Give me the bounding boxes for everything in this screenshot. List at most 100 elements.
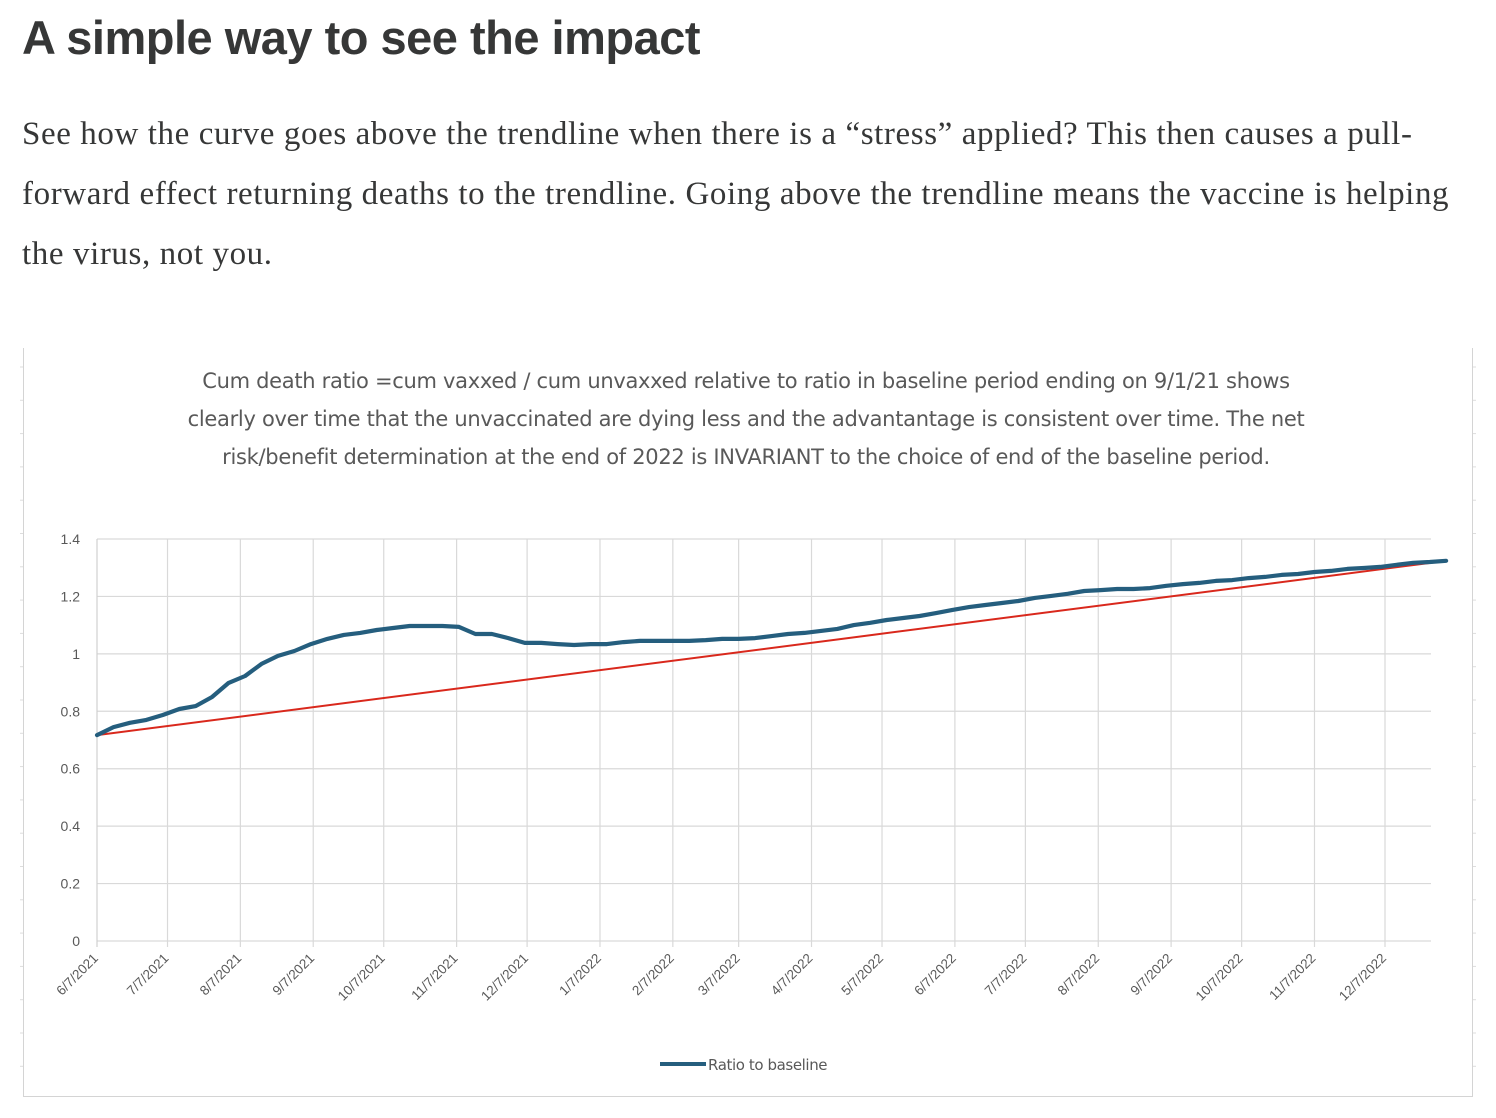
y-axis-tick-labels: 0 0.2 0.4 0.6 0.8 1 1.2 1.4 [61,531,81,949]
data-point [1182,583,1184,585]
data-point [425,625,427,627]
article-heading: A simple way to see the impact [22,11,701,64]
data-point [1165,585,1168,587]
data-point [737,638,740,640]
data-point [408,625,411,627]
x-tick-label: 10/7/2021 [335,951,388,1004]
data-point [1050,595,1052,597]
data-point [1083,590,1085,592]
y-tick-label: 1 [72,646,80,662]
data-point [1215,580,1217,582]
data-point [244,675,246,677]
data-point [820,630,822,632]
data-point [1396,564,1398,566]
data-point [145,719,148,721]
data-point [1034,597,1036,599]
data-point [359,632,362,634]
frame-ticks [20,366,1476,1067]
y-tick-label: 0.2 [61,876,81,892]
x-tick-label: 6/7/2022 [911,951,959,999]
data-point [606,643,608,645]
data-point [1412,562,1414,564]
data-point [885,619,888,621]
data-point [178,708,181,710]
data-point [639,640,641,642]
data-point [688,640,691,642]
data-point [1428,561,1431,563]
data-point [1346,568,1349,570]
data-point [1132,588,1135,590]
trendline [96,559,1447,737]
data-point [1198,582,1201,584]
chart-frame [23,348,1473,1097]
data-point [836,628,839,630]
data-point [803,632,806,634]
x-axis-tick-labels: 6/7/2021 7/7/2021 8/7/2021 9/7/2021 10/7/202… [53,951,1389,1004]
y-tick-label: 1.2 [61,588,81,604]
legend-label-ratio-to-baseline: Ratio to baseline [708,1056,827,1074]
series-layer [94,558,1449,738]
data-point [573,644,575,646]
data-point [1017,600,1020,602]
vertical-gridlines [96,539,1386,947]
data-point [524,642,526,644]
x-tick-label: 12/7/2021 [478,951,531,1004]
data-point [770,635,773,637]
data-point [1313,571,1316,573]
x-tick-label: 10/7/2022 [1193,951,1246,1004]
x-tick-label: 6/7/2021 [53,951,101,999]
data-point [1363,567,1365,569]
x-tick-label: 11/7/2021 [408,951,460,1003]
data-point [162,714,164,716]
y-tick-label: 1.4 [61,531,81,547]
chart-title: Cum death ratio =cum vaxxed / cum unvaxx… [187,369,1305,469]
data-point [1116,588,1118,590]
data-point [96,734,98,736]
x-tick-label: 9/7/2022 [1127,951,1175,999]
data-point [787,633,789,635]
y-tick-label: 0.4 [61,818,81,834]
data-point [1247,577,1250,579]
data-point [227,682,230,684]
data-point [458,626,460,628]
data-point [260,663,263,665]
data-point [853,624,855,626]
y-tick-label: 0.8 [61,703,81,719]
data-point [392,627,394,629]
data-point [343,634,345,636]
data-point [293,650,296,652]
data-point [1264,576,1266,578]
data-point [984,604,987,606]
data-point [1445,560,1447,562]
x-tick-label: 11/7/2022 [1266,951,1318,1003]
data-point [211,696,213,698]
x-tick-label: 7/7/2022 [982,951,1030,999]
x-tick-label: 8/7/2022 [1055,951,1103,999]
data-point [375,629,378,631]
data-point [277,655,279,657]
data-point [326,638,329,640]
data-point [1066,593,1069,595]
data-point [721,638,723,640]
data-point [935,612,937,614]
x-tick-label: 2/7/2022 [629,951,677,999]
data-point [951,609,954,611]
data-point [1231,579,1233,581]
data-point [1379,566,1382,568]
data-point [655,640,658,642]
data-point [704,639,707,641]
data-point [1330,570,1332,572]
data-point [918,615,921,617]
data-point [507,637,510,639]
data-point [902,617,904,619]
data-point [1297,573,1299,575]
data-point [556,643,559,645]
data-point [112,726,115,728]
x-tick-label: 7/7/2021 [124,951,172,999]
article-paragraph: See how the curve goes above the trendli… [22,116,1450,272]
data-point [1001,602,1003,604]
data-point [672,640,674,642]
data-point [754,637,756,639]
y-tick-label: 0.6 [61,761,81,777]
